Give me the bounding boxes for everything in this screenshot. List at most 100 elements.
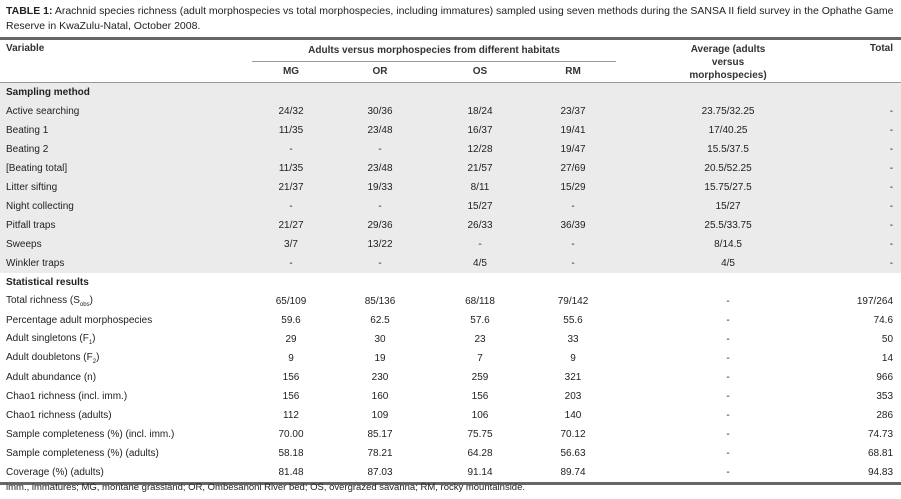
cell-value: - [726, 315, 730, 326]
header-total: Total [869, 43, 894, 54]
cell-value: 36/39 [530, 216, 617, 235]
cell-value: - [330, 197, 430, 216]
table-row: [Beating total] 11/35 23/48 21/57 27/69 20.5/… [0, 159, 901, 178]
cell-value: 321 [564, 372, 582, 383]
cell-value: 7 [477, 353, 483, 364]
row-label-text: Adult doubletons (F [6, 352, 93, 363]
cell-value: 156 [471, 391, 489, 402]
cell-value: - [530, 197, 617, 216]
row-label-text: Percentage adult morphospecies [6, 315, 153, 326]
cell-value: - [840, 197, 901, 216]
cell-value: - [726, 448, 730, 459]
cell-value: 85.17 [367, 429, 393, 440]
header-variable: Variable [6, 43, 45, 54]
cell-value: 74.6 [873, 315, 894, 326]
cell-value: 79/142 [557, 296, 589, 307]
cell-value: - [252, 197, 330, 216]
cell-value: 8/11 [430, 178, 530, 197]
cell-value: - [840, 216, 901, 235]
cell-value: 24/32 [252, 102, 330, 121]
cell-value: - [840, 121, 901, 140]
cell-value: 23.75/32.25 [616, 102, 841, 121]
cell-value: 156 [282, 372, 300, 383]
section-title: Statistical results [6, 277, 89, 288]
row-label-after: ) [89, 295, 93, 306]
cell-value: 68/118 [465, 296, 495, 307]
row-label-text: Beating 2 [6, 144, 49, 155]
cell-value: 3/7 [252, 235, 330, 254]
cell-value: 25.5/33.75 [616, 216, 841, 235]
table-row: Beating 2- -12/28 19/47 15.5/37.5- [0, 140, 901, 159]
header-average: Average (adults versus morphospecies) [689, 44, 767, 81]
row-label-after: ) [96, 352, 100, 363]
row-label: Chao1 richness (incl. imm.) [0, 387, 252, 406]
header-or: OR [372, 66, 388, 78]
cell-value: - [530, 235, 617, 254]
row-label: Coverage (%) (adults) [0, 463, 252, 485]
cell-value: 21/27 [252, 216, 330, 235]
cell-value: 70.00 [278, 429, 304, 440]
section-header: Statistical results [0, 273, 901, 292]
cell-value: 197/264 [856, 296, 894, 307]
header-os: OS [472, 66, 488, 78]
section-title: Sampling method [0, 82, 901, 102]
cell-value: 106 [471, 410, 489, 421]
table-row: Winkler traps - -4/5-4/5- [0, 254, 901, 273]
row-label-text: Adult abundance (n) [6, 372, 97, 383]
table-row: Active searching 24/32 30/36 18/24 23/37 23.7… [0, 102, 901, 121]
table-row: Night collecting - -15/27-15/27- [0, 197, 901, 216]
cell-value: 29 [285, 334, 297, 345]
cell-value: 23 [474, 334, 486, 345]
section-header: Sampling method [0, 82, 901, 102]
cell-value: 15.5/37.5 [616, 140, 841, 159]
table-row: Sweeps 3/7 13/22- -8/14.5- [0, 235, 901, 254]
cell-value: 57.6 [470, 315, 490, 326]
cell-value: 65/109 [275, 296, 307, 307]
cell-value: 23/48 [330, 121, 430, 140]
header-mg: MG [282, 66, 300, 78]
row-label-subscript: obs [79, 302, 90, 308]
cell-value: 62.5 [370, 315, 390, 326]
cell-value: 11/35 [252, 159, 330, 178]
cell-value: 15/27 [430, 197, 530, 216]
row-label: Sample completeness (%) (adults) [0, 444, 252, 463]
row-label: Active searching [0, 102, 252, 121]
table-row: Sample completeness (%) (adults) 58.18 78.… [0, 444, 901, 463]
cell-value: 75.75 [467, 429, 493, 440]
cell-value: 85/136 [364, 296, 396, 307]
cell-value: 78.21 [367, 448, 393, 459]
row-label: Chao1 richness (adults) [0, 406, 252, 425]
cell-value: - [726, 334, 730, 345]
table-footnote: imm., immatures; MG, montane grassland; … [6, 482, 526, 493]
cell-value: 50 [881, 334, 894, 345]
cell-value: 17/40.25 [616, 121, 841, 140]
cell-value: 19 [374, 353, 386, 364]
cell-value: 23/37 [530, 102, 617, 121]
cell-value: 12/28 [430, 140, 530, 159]
table-row: Chao1 richness (incl. imm.) 156 160 156 203 -… [0, 387, 901, 406]
cell-value: - [252, 140, 330, 159]
table-row: Litter sifting 21/37 19/33 8/11 15/29 15.75/2… [0, 178, 901, 197]
cell-value: 9 [570, 353, 576, 364]
cell-value: - [330, 254, 430, 273]
cell-value: - [330, 140, 430, 159]
cell-value: 353 [876, 391, 894, 402]
row-label-text: [Beating total] [6, 163, 68, 174]
row-label-subscript: 2 [92, 359, 97, 365]
row-label: Adult doubletons (F2) [0, 349, 252, 368]
row-label-text: Litter sifting [6, 182, 58, 193]
cell-value: 81.48 [252, 463, 330, 485]
cell-value: 18/24 [430, 102, 530, 121]
cell-value: 4/5 [430, 254, 530, 273]
cell-value: - [840, 254, 901, 273]
cell-value: 94.83 [840, 463, 901, 485]
cell-value: 15.75/27.5 [616, 178, 841, 197]
cell-value: 26/33 [430, 216, 530, 235]
row-label-text: Chao1 richness (adults) [6, 410, 112, 421]
cell-value: 11/35 [252, 121, 330, 140]
caption-label: TABLE 1: [6, 5, 53, 17]
cell-value: - [840, 178, 901, 197]
row-label: Adult singletons (F1) [0, 330, 252, 349]
cell-value: 27/69 [530, 159, 617, 178]
cell-value: - [726, 429, 730, 440]
